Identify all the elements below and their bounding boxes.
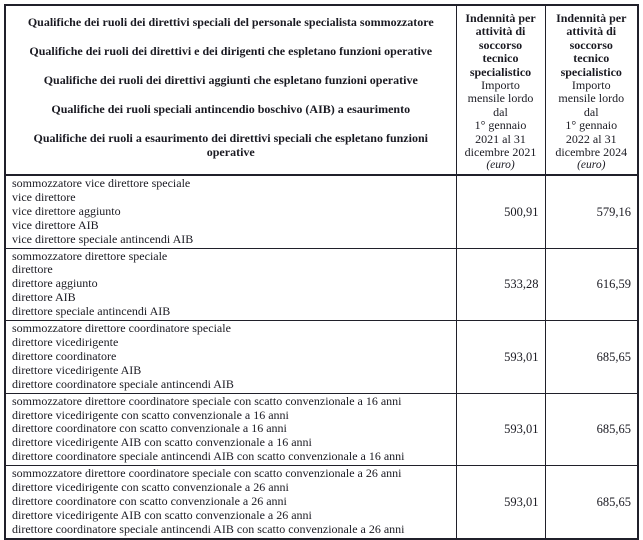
table-row: sommozzatore direttore coordinatore spec…	[4, 392, 639, 467]
column-period: Importo mensile lordo dal 1° gennaio 202…	[555, 78, 628, 160]
role-list: sommozzatore direttore coordinatore spec…	[4, 320, 457, 394]
column-period: Importo mensile lordo dal 1° gennaio 202…	[464, 78, 537, 160]
value-2021: 593,01	[455, 465, 546, 540]
qualifications-header-cell: Qualifiche dei ruoli dei direttivi speci…	[4, 4, 457, 176]
value-2021: 593,01	[455, 320, 546, 394]
value-2022-2024: 616,59	[544, 247, 639, 322]
table-header-row: Qualifiche dei ruoli dei direttivi speci…	[4, 4, 639, 176]
qualification-line: Qualifiche dei ruoli dei direttivi speci…	[27, 15, 434, 29]
table-row: sommozzatore direttore coordinatore spec…	[4, 465, 639, 540]
qualification-line: Qualifiche dei ruoli speciali antincendi…	[51, 102, 411, 116]
role-list: sommozzatore direttore speciale direttor…	[4, 247, 457, 322]
table-row: sommozzatore direttore coordinatore spec…	[4, 320, 639, 394]
column-title: Indennità per attività di soccorso tecni…	[465, 11, 536, 79]
value-2021: 533,28	[455, 247, 546, 322]
qualification-line: Qualifiche dei ruoli dei direttivi aggiu…	[43, 73, 418, 87]
column-header-2022-2024: Indennità per attività di soccorso tecni…	[544, 4, 639, 176]
column-header-2021: Indennità per attività di soccorso tecni…	[455, 4, 546, 176]
qualification-line: Qualifiche dei ruoli dei direttivi e dei…	[29, 44, 433, 58]
column-unit: (euro)	[486, 159, 515, 172]
value-2022-2024: 685,65	[544, 392, 639, 467]
column-title: Indennità per attività di soccorso tecni…	[556, 11, 627, 79]
table-row: sommozzatore vice direttore speciale vic…	[4, 174, 639, 249]
value-2022-2024: 579,16	[544, 174, 639, 249]
allowance-table: Qualifiche dei ruoli dei direttivi speci…	[4, 4, 639, 540]
column-unit: (euro)	[577, 159, 606, 172]
role-list: sommozzatore direttore coordinatore spec…	[4, 465, 457, 540]
value-2021: 500,91	[455, 174, 546, 249]
value-2021: 593,01	[455, 392, 546, 467]
table-row: sommozzatore direttore speciale direttor…	[4, 247, 639, 322]
role-list: sommozzatore direttore coordinatore spec…	[4, 392, 457, 467]
role-list: sommozzatore vice direttore speciale vic…	[4, 174, 457, 249]
value-2022-2024: 685,65	[544, 320, 639, 394]
value-2022-2024: 685,65	[544, 465, 639, 540]
qualification-line: Qualifiche dei ruoli a esaurimento dei d…	[33, 131, 428, 159]
